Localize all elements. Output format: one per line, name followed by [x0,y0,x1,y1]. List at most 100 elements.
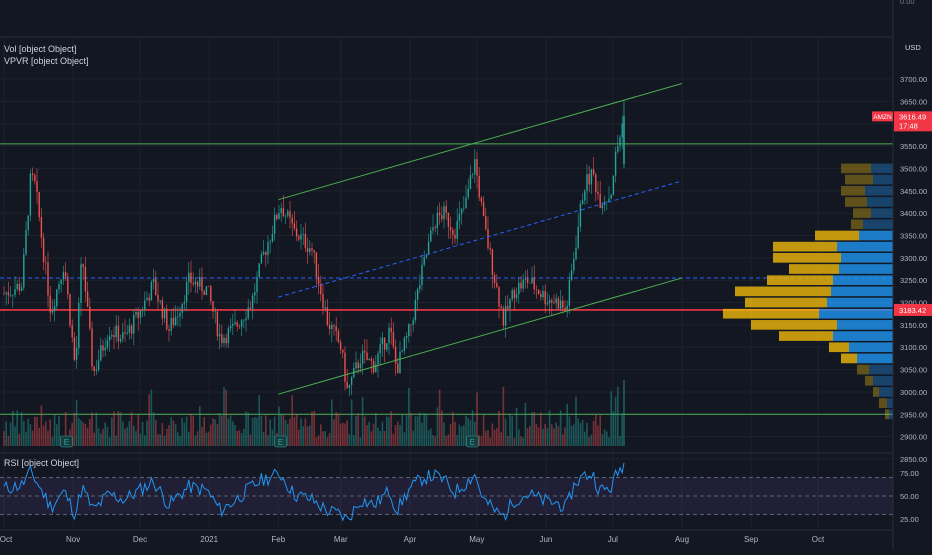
candle-body [359,363,362,369]
volume-bar [207,431,210,446]
volume-bar [449,424,452,446]
volume-bar [12,410,14,446]
volume-bar [588,436,590,446]
volume-bar [443,422,445,446]
volume-bar [168,425,170,446]
volume-bar [111,417,113,446]
candle-body [346,381,348,388]
price-tick-label: 3550.00 [900,142,927,151]
candle-body [150,282,153,301]
candle-body [53,306,56,311]
candle-body [551,300,553,303]
candle-body [388,327,390,344]
volume-bar [551,424,553,446]
volume-bar [489,437,491,446]
volume-bar [447,434,450,446]
candle-body [278,212,280,220]
rsi-tick-label: 50.00 [900,492,919,501]
candle-body [172,318,175,326]
volume-bar [388,417,390,446]
vpvr-legend[interactable]: VPVR [object Object] [4,56,89,66]
volume-bar [47,430,49,446]
price-tick-label: 3200.00 [900,299,927,308]
volume-bar [181,417,183,446]
candle-body [260,254,263,264]
candle-body [42,237,45,263]
candle-body [221,334,223,344]
volume-bar [34,416,36,446]
rsi-legend[interactable]: RSI [object Object] [4,458,80,468]
candle-body [7,292,10,296]
candle-body [386,343,388,350]
candle-body [504,305,507,326]
volume-bar [568,416,571,446]
volume-bar [210,424,212,446]
profile-bar-down [735,286,831,297]
candle-body [302,233,304,235]
volume-bar [144,435,146,446]
candle-body [568,279,571,306]
candle-body [56,289,58,307]
rsi-tick-label: 25.00 [900,515,919,524]
volume-bar [478,434,480,446]
candle-body [227,328,230,344]
volume-bar [548,410,551,446]
volume-bar [71,422,73,446]
price-tick-label: 2900.00 [900,433,927,442]
candle-body [553,302,555,304]
profile-bar-down [845,174,873,185]
candle-body [45,262,47,263]
candle-body [12,294,14,296]
candle-body [342,349,344,353]
candle-body [271,233,274,242]
volume-bar [291,395,293,446]
candle-body [524,278,527,280]
candle-body [579,203,582,227]
volume-bar [513,437,516,446]
profile-bar-down [845,197,867,207]
candle-body [247,307,249,319]
candle-body [218,334,221,337]
volume-bar [203,417,205,446]
volume-bar [205,432,208,446]
candle-body [337,331,340,343]
volume-bar [590,434,593,446]
time-tick-label: Dec [133,535,147,544]
volume-bar [599,415,601,446]
candle-body [392,332,395,347]
profile-bar-down [853,208,871,218]
volume-bar [322,431,324,446]
candle-body [331,325,333,329]
volume-bar [542,428,544,446]
candle-body [408,324,410,337]
candle-body [555,298,557,304]
candle-body [557,298,560,309]
candle-body [546,303,549,305]
volume-bar [566,403,568,446]
volume-bar [509,414,511,446]
candle-body [188,272,190,283]
volume-bar [42,425,45,446]
profile-bar-up [879,387,893,397]
candle-body [416,289,419,300]
candle-body [73,337,76,360]
candle-body [47,262,49,296]
candle-body [38,192,40,218]
volume-bar [113,411,115,446]
candle-body [80,264,82,303]
volume-bar [130,412,133,446]
price-tick-label: 3150.00 [900,321,927,330]
candle-body [161,300,164,319]
candle-body [256,276,258,293]
volume-bar [436,407,439,446]
volume-legend[interactable]: Vol [object Object] [4,44,77,54]
time-axis[interactable]: Oct Nov Dec 2021 Feb Mar Apr May Jun Jul Aug Sep Oct [0,535,825,544]
volume-bar [126,427,128,446]
price-axis[interactable]: 0.00USD3700.003650.003600.003550.003500.… [892,0,932,550]
candle-body [500,306,502,309]
trend-channel[interactable] [278,82,683,395]
candle-body [238,326,241,327]
